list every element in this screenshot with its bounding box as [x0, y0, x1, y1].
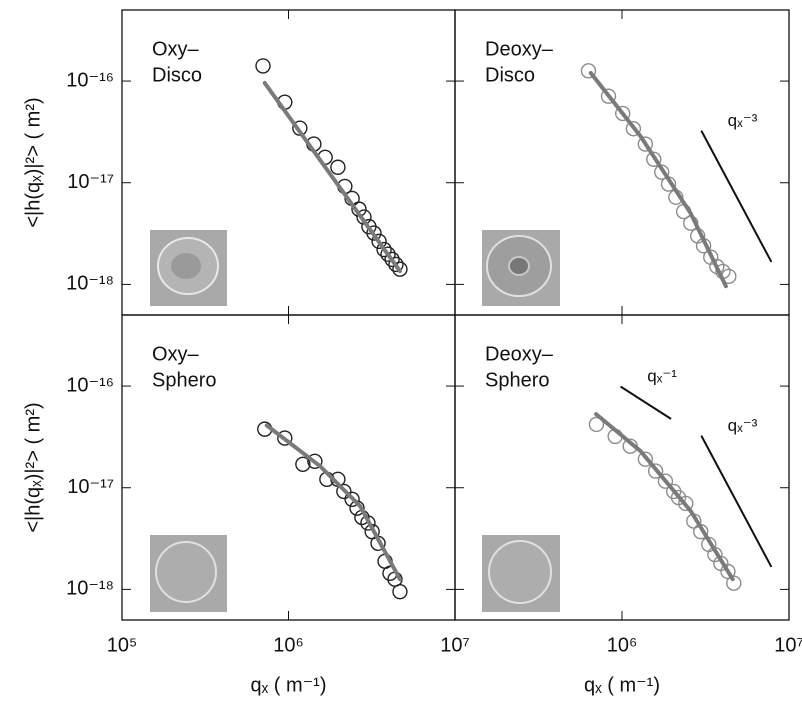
y-axis-label: <|h(qₓ)|²> ( m²)	[22, 402, 44, 532]
data-point	[366, 225, 382, 241]
x-tick-label: 10⁶	[273, 634, 303, 656]
data-point	[380, 246, 396, 262]
fit-line	[588, 71, 728, 289]
x-tick-label: 10⁷	[440, 634, 469, 656]
data-point	[277, 430, 293, 446]
fit-line	[264, 423, 402, 582]
inset-cell-core	[508, 256, 530, 276]
data-point	[646, 151, 662, 167]
x-tick-label: 10⁵	[107, 634, 138, 656]
slope-label: qₓ⁻¹	[647, 366, 677, 385]
panel-label: Oxy–	[152, 343, 200, 365]
x-axis-label: qₓ ( m⁻¹)	[584, 674, 660, 696]
data-point	[615, 105, 631, 122]
fit-line	[594, 412, 735, 582]
data-point	[376, 241, 392, 258]
data-point	[625, 120, 642, 137]
panel-label: Disco	[152, 64, 202, 86]
y-axis-label: <|h(qₓ)|²> ( m²)	[22, 97, 44, 227]
inset-cell	[488, 540, 552, 604]
data-point	[307, 453, 323, 469]
y-tick-label: 10⁻¹⁷	[67, 476, 114, 498]
data-point	[588, 416, 605, 433]
data-point	[371, 233, 387, 250]
data-point	[360, 515, 376, 531]
data-point	[637, 136, 654, 152]
x-axis-label: qₓ ( m⁻¹)	[251, 674, 327, 696]
data-point	[580, 63, 597, 79]
data-point	[654, 164, 670, 180]
panel-label: Deoxy–	[485, 38, 554, 60]
panel-label: Sphero	[485, 369, 550, 391]
data-point	[392, 583, 408, 600]
data-point	[344, 491, 360, 507]
data-point	[647, 463, 664, 479]
panel-label: Sphero	[152, 369, 217, 391]
data-point	[637, 451, 654, 467]
x-tick-label: 10⁶	[607, 634, 637, 656]
reference-line	[620, 386, 672, 420]
data-point	[388, 256, 404, 273]
panel-label: Disco	[485, 64, 535, 86]
y-tick-label: 10⁻¹⁸	[66, 578, 114, 600]
reference-line	[700, 435, 772, 568]
panel-label: Oxy–	[152, 38, 200, 60]
insets	[150, 230, 560, 612]
data-point	[255, 58, 271, 74]
data-point	[384, 251, 400, 268]
data-point	[726, 575, 742, 591]
y-tick-label: 10⁻¹⁶	[66, 69, 114, 91]
reference-line	[700, 130, 772, 263]
data-point	[336, 483, 352, 500]
data-point	[392, 261, 408, 277]
slope-label: qₓ⁻³	[728, 416, 758, 435]
data-point	[295, 456, 311, 472]
slope-label: qₓ⁻³	[728, 111, 758, 130]
x-tick-label: 10⁷	[774, 634, 802, 656]
data-point	[657, 473, 674, 489]
fit-line	[262, 80, 402, 274]
y-tick-label: 10⁻¹⁷	[67, 171, 114, 193]
y-tick-label: 10⁻¹⁶	[66, 374, 114, 396]
data-point	[330, 159, 346, 175]
panel-label: Deoxy–	[485, 343, 554, 365]
y-tick-label: 10⁻¹⁸	[66, 273, 114, 295]
inset-cell-core	[171, 253, 201, 279]
inset-cell	[155, 541, 217, 603]
data-point	[600, 88, 617, 104]
data-point	[678, 495, 694, 512]
